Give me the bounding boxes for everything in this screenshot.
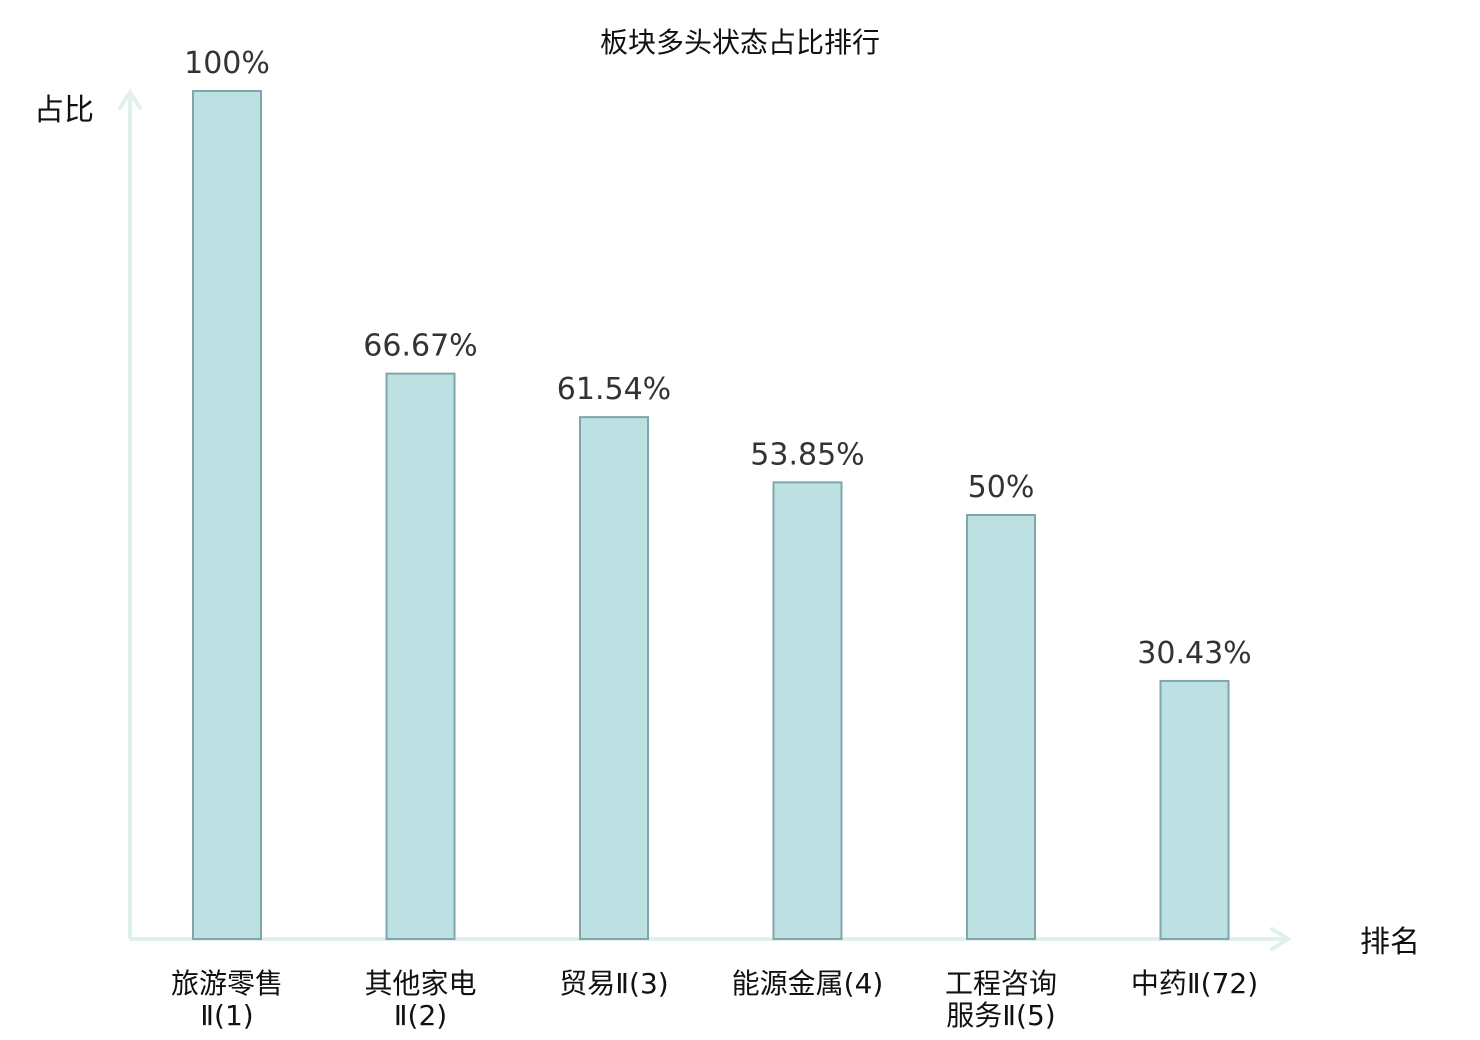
category-label-5: 工程咨询服务Ⅱ(5) — [945, 967, 1057, 1032]
category-label-2: 其他家电 Ⅱ(2) — [364, 967, 476, 1032]
value-label-1: 100% — [184, 46, 270, 81]
value-label-3: 61.54% — [557, 372, 671, 407]
category-label-1: 旅游零售 Ⅱ(1) — [171, 967, 283, 1032]
y-axis-label: 占比 — [34, 93, 94, 128]
value-label-2: 66.67% — [363, 329, 477, 364]
bar-6 — [1159, 679, 1230, 940]
category-label-line: 其他家电 — [364, 967, 476, 1000]
bar-3 — [579, 416, 649, 940]
category-label-line: 服务Ⅱ(5) — [946, 999, 1055, 1032]
category-label-line: 工程咨询 — [945, 967, 1057, 1000]
category-label-line: Ⅱ(1) — [200, 999, 253, 1032]
axes — [118, 88, 1292, 951]
bar-2 — [385, 372, 456, 940]
value-label-4: 53.85% — [750, 437, 864, 472]
y-axis-arrow — [118, 88, 142, 110]
chart-title: 板块多头状态占比排行 — [600, 26, 880, 59]
category-label-line: 旅游零售 — [171, 967, 283, 1000]
category-label-line: Ⅱ(2) — [394, 999, 447, 1032]
category-label-6: 中药Ⅱ(72) — [1131, 967, 1258, 1000]
value-labels-group: 100% 66.67% 61.54% 53.85% 50% 30.43% — [184, 46, 1252, 671]
category-label-line: 中药Ⅱ(72) — [1131, 967, 1258, 1000]
category-label-4: 能源金属(4) — [732, 967, 884, 1000]
x-axis-arrow — [1270, 927, 1292, 951]
bar-1 — [192, 90, 262, 940]
category-label-line: 能源金属(4) — [732, 967, 884, 1000]
value-label-5: 50% — [968, 470, 1035, 505]
value-label-6: 30.43% — [1137, 636, 1251, 671]
bars-group — [192, 90, 1230, 940]
category-label-3: 贸易Ⅱ(3) — [559, 967, 668, 1000]
x-axis-label: 排名 — [1360, 925, 1420, 960]
bar-5 — [966, 514, 1036, 940]
category-labels-group: 旅游零售 Ⅱ(1) 其他家电 Ⅱ(2) 贸易Ⅱ(3) 能源金属(4) 工程咨询服务Ⅱ(5) 中… — [171, 967, 1258, 1032]
bar-4 — [772, 481, 843, 940]
category-label-line: 贸易Ⅱ(3) — [559, 967, 668, 1000]
